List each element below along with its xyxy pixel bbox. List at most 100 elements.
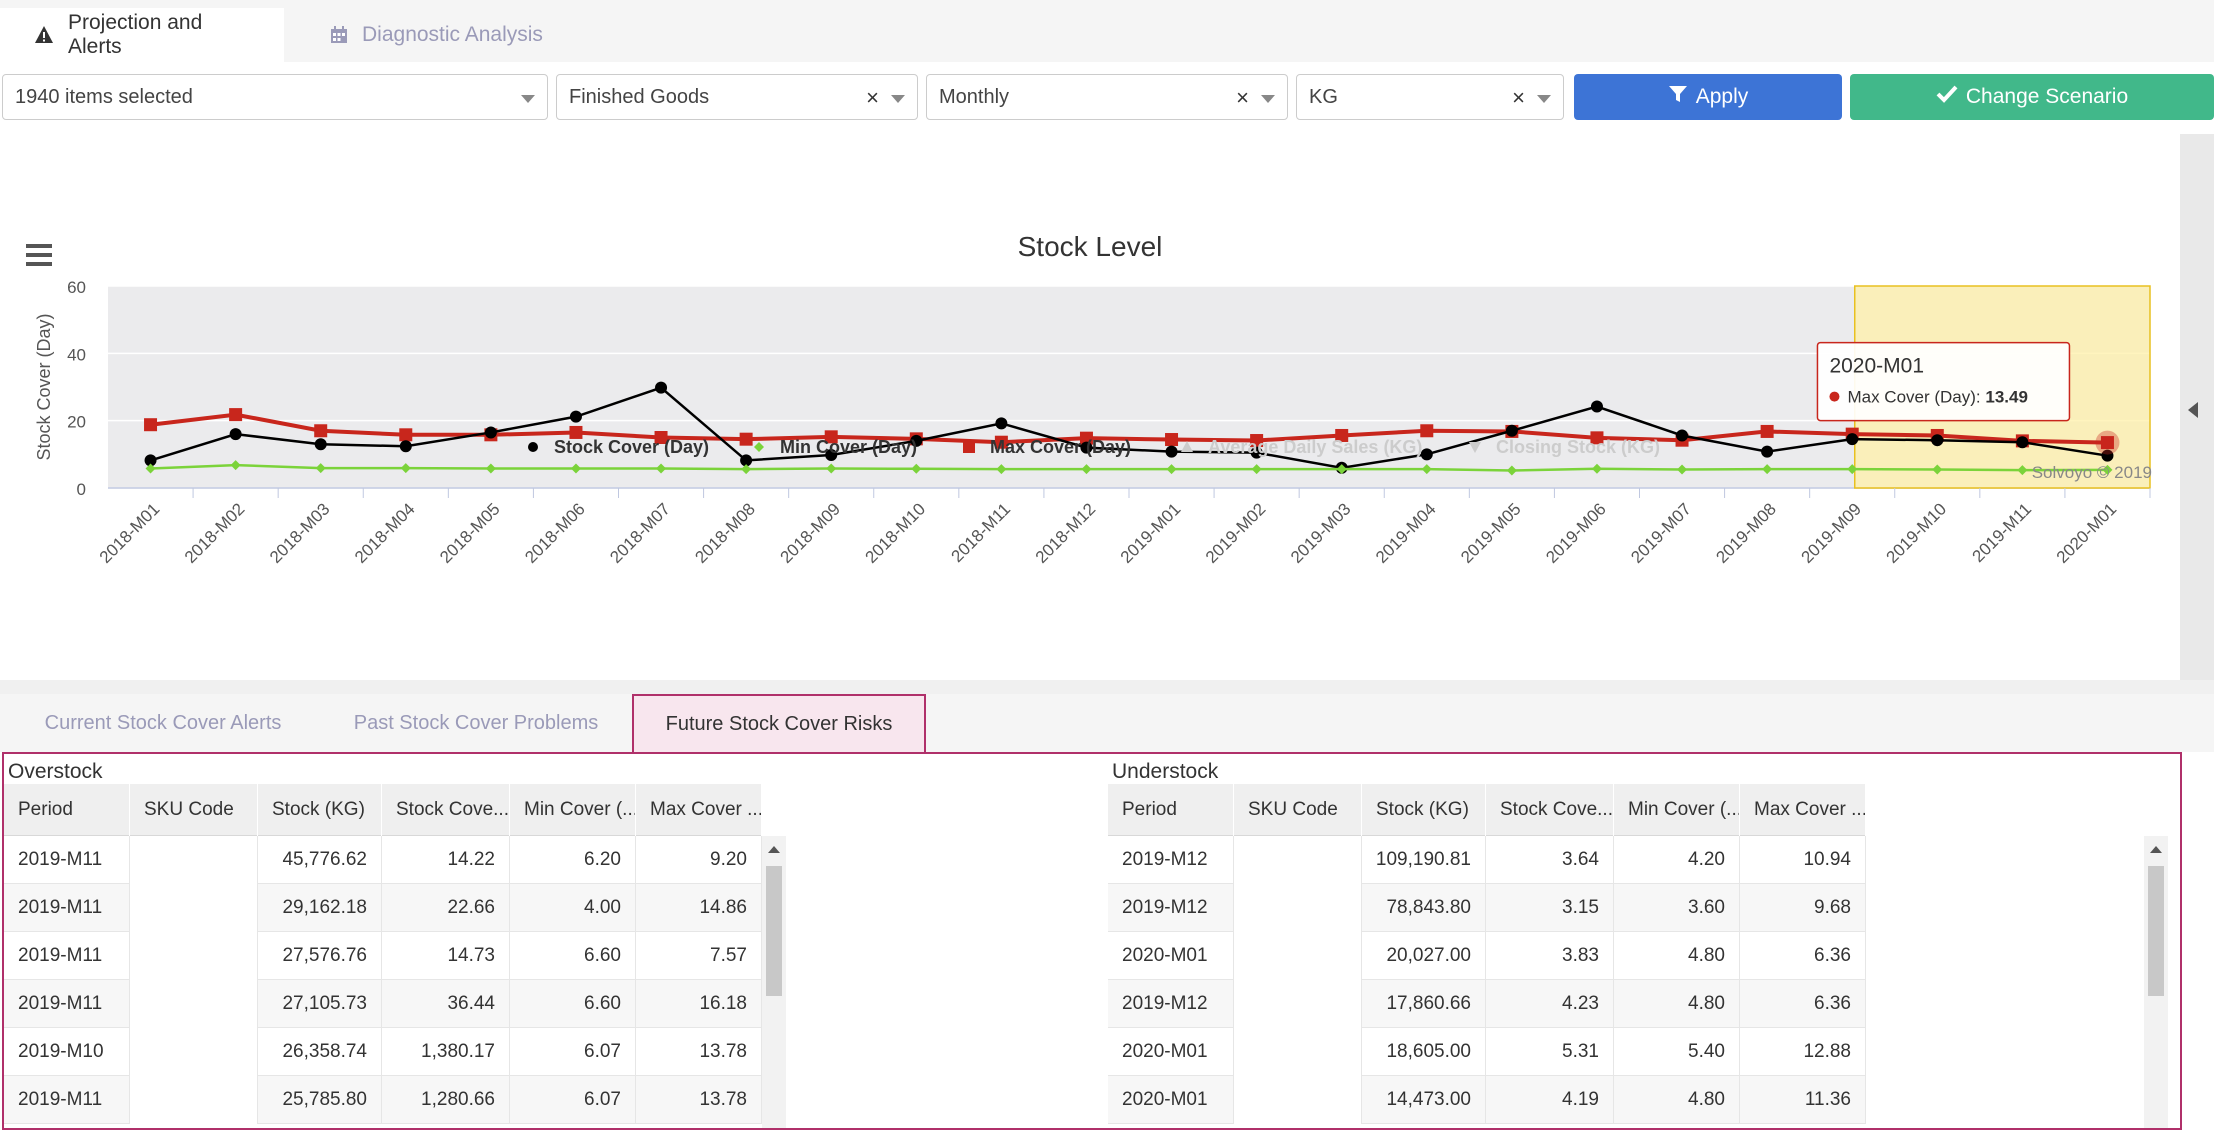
scroll-thumb[interactable]: [2148, 866, 2164, 996]
data-point: [399, 428, 413, 442]
chevron-down-icon[interactable]: [891, 95, 905, 103]
menu-icon[interactable]: [26, 244, 52, 266]
chevron-down-icon[interactable]: [521, 95, 535, 103]
data-point: [569, 410, 582, 423]
apply-button[interactable]: Apply: [1574, 74, 1842, 120]
clear-icon[interactable]: ×: [1512, 85, 1525, 110]
clear-icon[interactable]: ×: [1236, 85, 1249, 110]
data-point: [996, 464, 1007, 475]
column-header[interactable]: Stock (KG): [1362, 784, 1486, 836]
table-row[interactable]: 2019-M11 27,576.76 14.73 6.60 7.57: [4, 932, 762, 980]
understock-table: Understock Period SKU Code Stock (KG) Stock…: [1108, 754, 2180, 1128]
table-row[interactable]: 2019-M11 27,105.73 36.44 6.60 16.18: [4, 980, 762, 1028]
filter-icon: [1668, 84, 1688, 110]
chevron-down-icon[interactable]: [1261, 95, 1275, 103]
plot-area: 0 20 40 60 Stock Cover (Day) 2018-M01 2018-M02…: [34, 278, 2151, 567]
understock-scrollbar[interactable]: [2144, 836, 2168, 1128]
tab-future-stock-cover-risks[interactable]: Future Stock Cover Risks: [632, 694, 926, 752]
x-tick-label: 2020-M01: [2053, 499, 2121, 567]
value-cell: 17,860.66: [1362, 980, 1486, 1028]
data-point: [2017, 465, 2028, 476]
value-cell: 27,576.76: [258, 932, 382, 980]
data-point: [1080, 441, 1093, 454]
x-tick-label: 2019-M06: [1542, 499, 1610, 567]
chevron-left-icon[interactable]: [2188, 402, 2198, 418]
side-panel-toggle[interactable]: [2180, 134, 2214, 680]
table-row[interactable]: 2020-M01 14,473.00 4.19 4.80 11.36: [1108, 1076, 1866, 1124]
table-row[interactable]: 2020-M01 20,027.00 3.83 4.80 6.36: [1108, 932, 1866, 980]
data-point: [654, 431, 668, 444]
change-scenario-button[interactable]: Change Scenario: [1850, 74, 2214, 120]
column-header[interactable]: Stock Cove...: [382, 784, 510, 836]
tab-projection-and-alerts[interactable]: Projection and Alerts: [0, 8, 284, 62]
x-tick-label: 2019-M07: [1627, 499, 1695, 567]
data-point: [399, 440, 412, 453]
hover-halo: [2095, 430, 2120, 455]
period-select[interactable]: Monthly ×: [926, 74, 1288, 120]
x-tick-label: 2018-M02: [181, 499, 249, 567]
value-cell: 14,473.00: [1362, 1076, 1486, 1124]
data-point: [910, 434, 923, 447]
column-header[interactable]: Stock Cove...: [1486, 784, 1614, 836]
sku-code-cell: [130, 1076, 258, 1124]
items-select[interactable]: 1940 items selected: [2, 74, 548, 120]
table-row[interactable]: 2019-M11 29,162.18 22.66 4.00 14.86: [4, 884, 762, 932]
overstock-scrollbar[interactable]: [762, 836, 786, 1128]
table-row[interactable]: 2019-M12 109,190.81 3.64 4.20 10.94: [1108, 836, 1866, 884]
table-row[interactable]: 2020-M01 18,605.00 5.31 5.40 12.88: [1108, 1028, 1866, 1076]
clear-icon[interactable]: ×: [866, 85, 879, 110]
tab-past-stock-cover-problems[interactable]: Past Stock Cover Problems: [353, 711, 599, 734]
table-row[interactable]: 2019-M12 78,843.80 3.15 3.60 9.68: [1108, 884, 1866, 932]
warning-icon: [34, 25, 54, 45]
table-row[interactable]: 2019-M11 25,785.80 1,280.66 6.07 13.78: [4, 1076, 762, 1124]
data-point: [1165, 433, 1179, 447]
column-header[interactable]: SKU Code: [130, 784, 258, 836]
value-cell: 45,776.62: [258, 836, 382, 884]
chevron-down-icon[interactable]: [1537, 95, 1551, 103]
x-tick-label: 2018-M08: [691, 499, 759, 567]
data-point: [741, 464, 752, 475]
data-point: [315, 463, 326, 474]
y-tick-label: 60: [67, 278, 86, 297]
category-select[interactable]: Finished Goods ×: [556, 74, 918, 120]
scroll-thumb[interactable]: [766, 866, 782, 996]
data-point: [824, 430, 838, 444]
understock-title: Understock: [1112, 760, 1219, 783]
data-point: [145, 463, 156, 474]
column-header[interactable]: Period: [1108, 784, 1234, 836]
table-row[interactable]: 2019-M12 17,860.66 4.23 4.80 6.36: [1108, 980, 1866, 1028]
table-row[interactable]: 2019-M10 26,358.74 1,380.17 6.07 13.78: [4, 1028, 762, 1076]
legend-marker: [754, 442, 764, 452]
scroll-up-icon[interactable]: [768, 846, 780, 853]
value-cell: 26,358.74: [258, 1028, 382, 1076]
tab-diagnostic-analysis[interactable]: Diagnostic Analysis: [296, 8, 577, 62]
value-cell: 1,280.66: [382, 1076, 510, 1124]
data-point: [1505, 424, 1518, 437]
data-point: [1421, 464, 1432, 475]
tab-current-stock-cover-alerts[interactable]: Current Stock Cover Alerts: [44, 711, 282, 734]
column-header[interactable]: Min Cover (...: [1614, 784, 1740, 836]
x-tick-label: 2018-M12: [1032, 499, 1100, 567]
value-cell: 4.23: [1486, 980, 1614, 1028]
scroll-up-icon[interactable]: [2150, 846, 2162, 853]
column-header[interactable]: Max Cover ...: [636, 784, 762, 836]
table-row[interactable]: 2019-M11 45,776.62 14.22 6.20 9.20: [4, 836, 762, 884]
column-header[interactable]: Period: [4, 784, 130, 836]
column-header[interactable]: Min Cover (...: [510, 784, 636, 836]
data-point: [994, 435, 1008, 449]
column-header[interactable]: SKU Code: [1234, 784, 1362, 836]
data-point: [1847, 464, 1858, 475]
tooltip-category: 2020-M01: [1829, 355, 1924, 378]
period-cell: 2019-M11: [4, 1076, 130, 1124]
value-cell: 14.22: [382, 836, 510, 884]
value-cell: 3.60: [1614, 884, 1740, 932]
data-point: [2016, 436, 2029, 449]
column-header[interactable]: Stock (KG): [258, 784, 382, 836]
overstock-table: Overstock Period SKU Code Stock (KG) Stock …: [4, 754, 1108, 1128]
data-point: [484, 426, 497, 439]
menu-icon-bar: [26, 253, 52, 257]
data-point: [485, 463, 496, 474]
unit-select[interactable]: KG ×: [1296, 74, 1564, 120]
column-header[interactable]: Max Cover ...: [1740, 784, 1866, 836]
data-point: [911, 463, 922, 474]
